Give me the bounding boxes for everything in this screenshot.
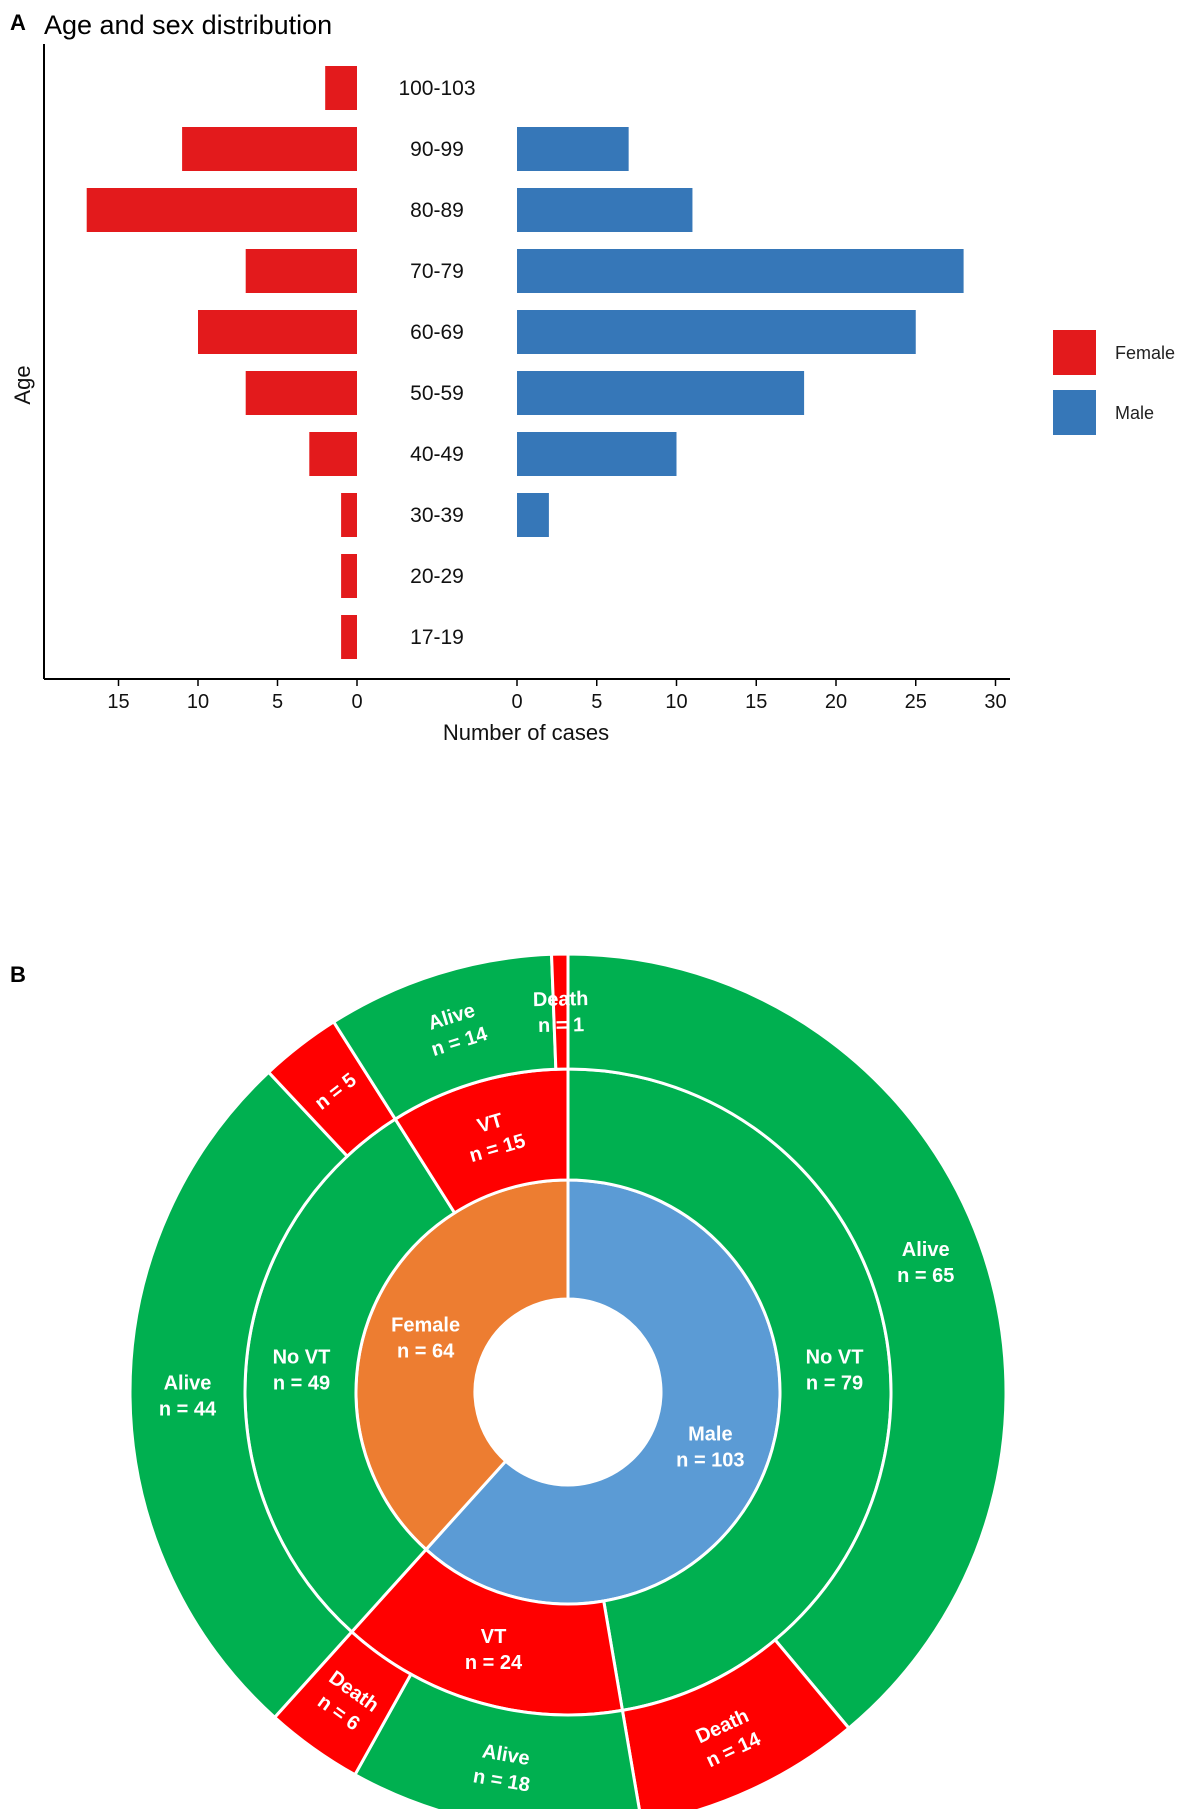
segment-count-label: n = 1 [538, 1014, 585, 1037]
female-bar [245, 371, 357, 415]
category-label: 70-79 [410, 260, 464, 283]
legend-swatch-female [1053, 330, 1096, 375]
ring2-alive-segment [566, 952, 1008, 1731]
category-label: 90-99 [410, 138, 464, 161]
segment-count-label: n = 79 [806, 1372, 863, 1394]
legend: Female Male [1053, 330, 1175, 435]
segment-name-label: Alive [902, 1239, 950, 1261]
female-bar [309, 432, 357, 476]
sunburst: Male n = 103 Female n = 64 No VT n = 79 VT n = … [128, 952, 1008, 1809]
x-tick-label: 0 [351, 691, 362, 713]
category-label: 100-103 [398, 77, 475, 100]
segment-count-label: n = 24 [465, 1652, 523, 1674]
female-bar [325, 66, 357, 110]
panel-b-letter: B [10, 962, 26, 987]
segment-name-label: Female [391, 1314, 460, 1336]
segment-count-label: n = 49 [273, 1372, 330, 1394]
segment-name-label: No VT [806, 1346, 864, 1368]
segment-label-group: VT n = 24 [465, 1626, 523, 1674]
category-label: 20-29 [410, 565, 464, 588]
category-label: 30-39 [410, 504, 464, 527]
x-tick-label: 0 [511, 691, 522, 713]
segment-count-label: n = 65 [897, 1265, 954, 1287]
female-bar [198, 310, 357, 354]
x-tick-label: 20 [825, 691, 847, 713]
segment-label-group: Alive n = 44 [159, 1373, 217, 1421]
female-bar [182, 127, 357, 171]
segment-count-label: n = 44 [159, 1399, 217, 1421]
y-axis-label: Age [10, 365, 35, 404]
segment-name-label: VT [481, 1626, 507, 1648]
segment-label-group: Death n = 1 [533, 988, 589, 1037]
male-bar [517, 493, 549, 537]
segment-label-group: Female n = 64 [391, 1314, 460, 1362]
x-tick-label: 15 [107, 691, 129, 713]
legend-swatch-male [1053, 390, 1096, 435]
segment-name-label: Death [533, 988, 589, 1011]
segment-name-label: Alive [164, 1373, 212, 1395]
segment-name-label: No VT [273, 1346, 331, 1368]
category-label: 50-59 [410, 382, 464, 405]
panel-a-letter: A [10, 10, 26, 35]
x-tick-label: 30 [984, 691, 1006, 713]
male-bar [517, 127, 629, 171]
male-bar [517, 188, 693, 232]
segment-count-label: n = 64 [397, 1340, 455, 1362]
x-tick-label: 25 [905, 691, 927, 713]
x-tick-label: 5 [591, 691, 602, 713]
x-tick-label: 10 [187, 691, 209, 713]
legend-label-male: Male [1115, 403, 1154, 423]
segment-label-group: Male n = 103 [676, 1424, 744, 1472]
category-label: 60-69 [410, 321, 464, 344]
segment-label-group: No VT n = 79 [806, 1346, 864, 1394]
segment-label-group: No VT n = 49 [273, 1346, 331, 1394]
female-bar [341, 615, 357, 659]
x-axis-label: Number of cases [443, 720, 609, 745]
male-bar [517, 432, 677, 476]
segment-name-label: Male [688, 1424, 732, 1446]
male-bar [517, 371, 805, 415]
ring2-death-segment [620, 1637, 851, 1809]
legend-label-female: Female [1115, 343, 1175, 363]
chart-title: Age and sex distribution [44, 10, 332, 40]
x-tick-label: 15 [745, 691, 767, 713]
female-bar [245, 249, 357, 293]
category-label: 40-49 [410, 443, 464, 466]
segment-count-label: n = 103 [676, 1450, 744, 1472]
x-tick-label: 10 [665, 691, 687, 713]
female-bar [341, 554, 357, 598]
male-bar [517, 310, 916, 354]
male-bar [517, 249, 964, 293]
female-bar [341, 493, 357, 537]
segment-label-group: Alive n = 65 [897, 1239, 954, 1287]
ring2-alive-segment [128, 1070, 354, 1720]
x-tick-label: 5 [272, 691, 283, 713]
bars-layer: 100-103 90-99 80-89 70-79 60-69 50-59 40-49 30-… [86, 66, 964, 659]
ring2-death-segment [549, 952, 570, 1071]
female-bar [86, 188, 357, 232]
category-label: 80-89 [410, 199, 464, 222]
ticks-layer: 15 10 5 0 0 5 10 15 20 25 30 [107, 679, 1007, 713]
category-label: 17-19 [410, 626, 464, 649]
